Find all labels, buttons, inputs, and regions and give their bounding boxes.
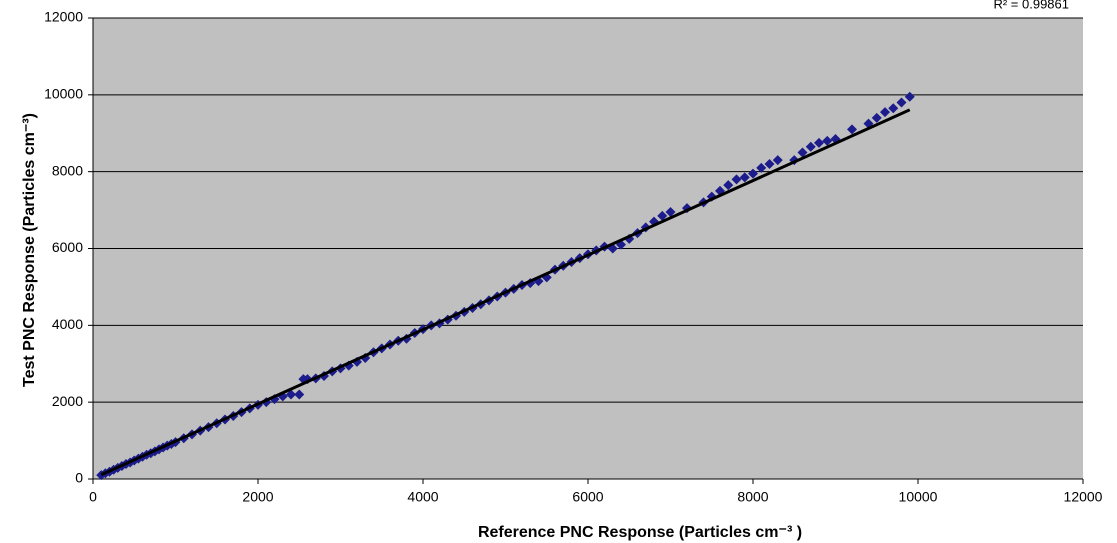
y-tick-label: 4000: [52, 316, 83, 332]
data-point: [739, 172, 750, 183]
y-tick-label: 8000: [52, 162, 83, 178]
data-point: [814, 137, 824, 148]
y-tick-label: 2000: [52, 393, 83, 409]
data-point: [880, 107, 890, 118]
data-point: [657, 210, 668, 221]
y-tick-label: 10000: [44, 86, 83, 102]
y-tick-label: 0: [75, 470, 83, 486]
r-squared-annotation: R² = 0.99861: [993, 0, 1069, 11]
data-point: [896, 97, 907, 108]
data-point: [286, 389, 296, 400]
data-point: [805, 141, 816, 152]
data-point: [871, 112, 882, 123]
data-point: [294, 389, 305, 400]
x-tick-label: 2000: [242, 489, 273, 505]
y-tick-label: 6000: [52, 239, 83, 255]
trendline: [100, 108, 911, 477]
data-point: [723, 180, 734, 191]
data-point: [797, 147, 808, 158]
x-tick-label: 10000: [899, 489, 938, 505]
data-point: [847, 124, 857, 135]
data-point: [756, 162, 767, 173]
x-axis-label: Reference PNC Response (Particles cm⁻³ ): [478, 524, 802, 541]
x-tick-label: 0: [89, 489, 97, 505]
data-point: [888, 103, 899, 114]
data-point: [822, 135, 833, 146]
x-tick-label: 12000: [1064, 489, 1103, 505]
data-point: [764, 158, 775, 169]
data-point: [665, 207, 676, 218]
data-point: [772, 155, 783, 166]
data-point: [748, 168, 758, 179]
x-tick-label: 4000: [407, 489, 438, 505]
data-point: [904, 91, 915, 102]
x-tick-label: 6000: [572, 489, 603, 505]
y-axis-label: Test PNC Response (Particles cm⁻³): [21, 113, 38, 387]
data-point: [731, 174, 742, 185]
y-tick-label: 12000: [44, 9, 83, 25]
x-tick-label: 8000: [737, 489, 768, 505]
